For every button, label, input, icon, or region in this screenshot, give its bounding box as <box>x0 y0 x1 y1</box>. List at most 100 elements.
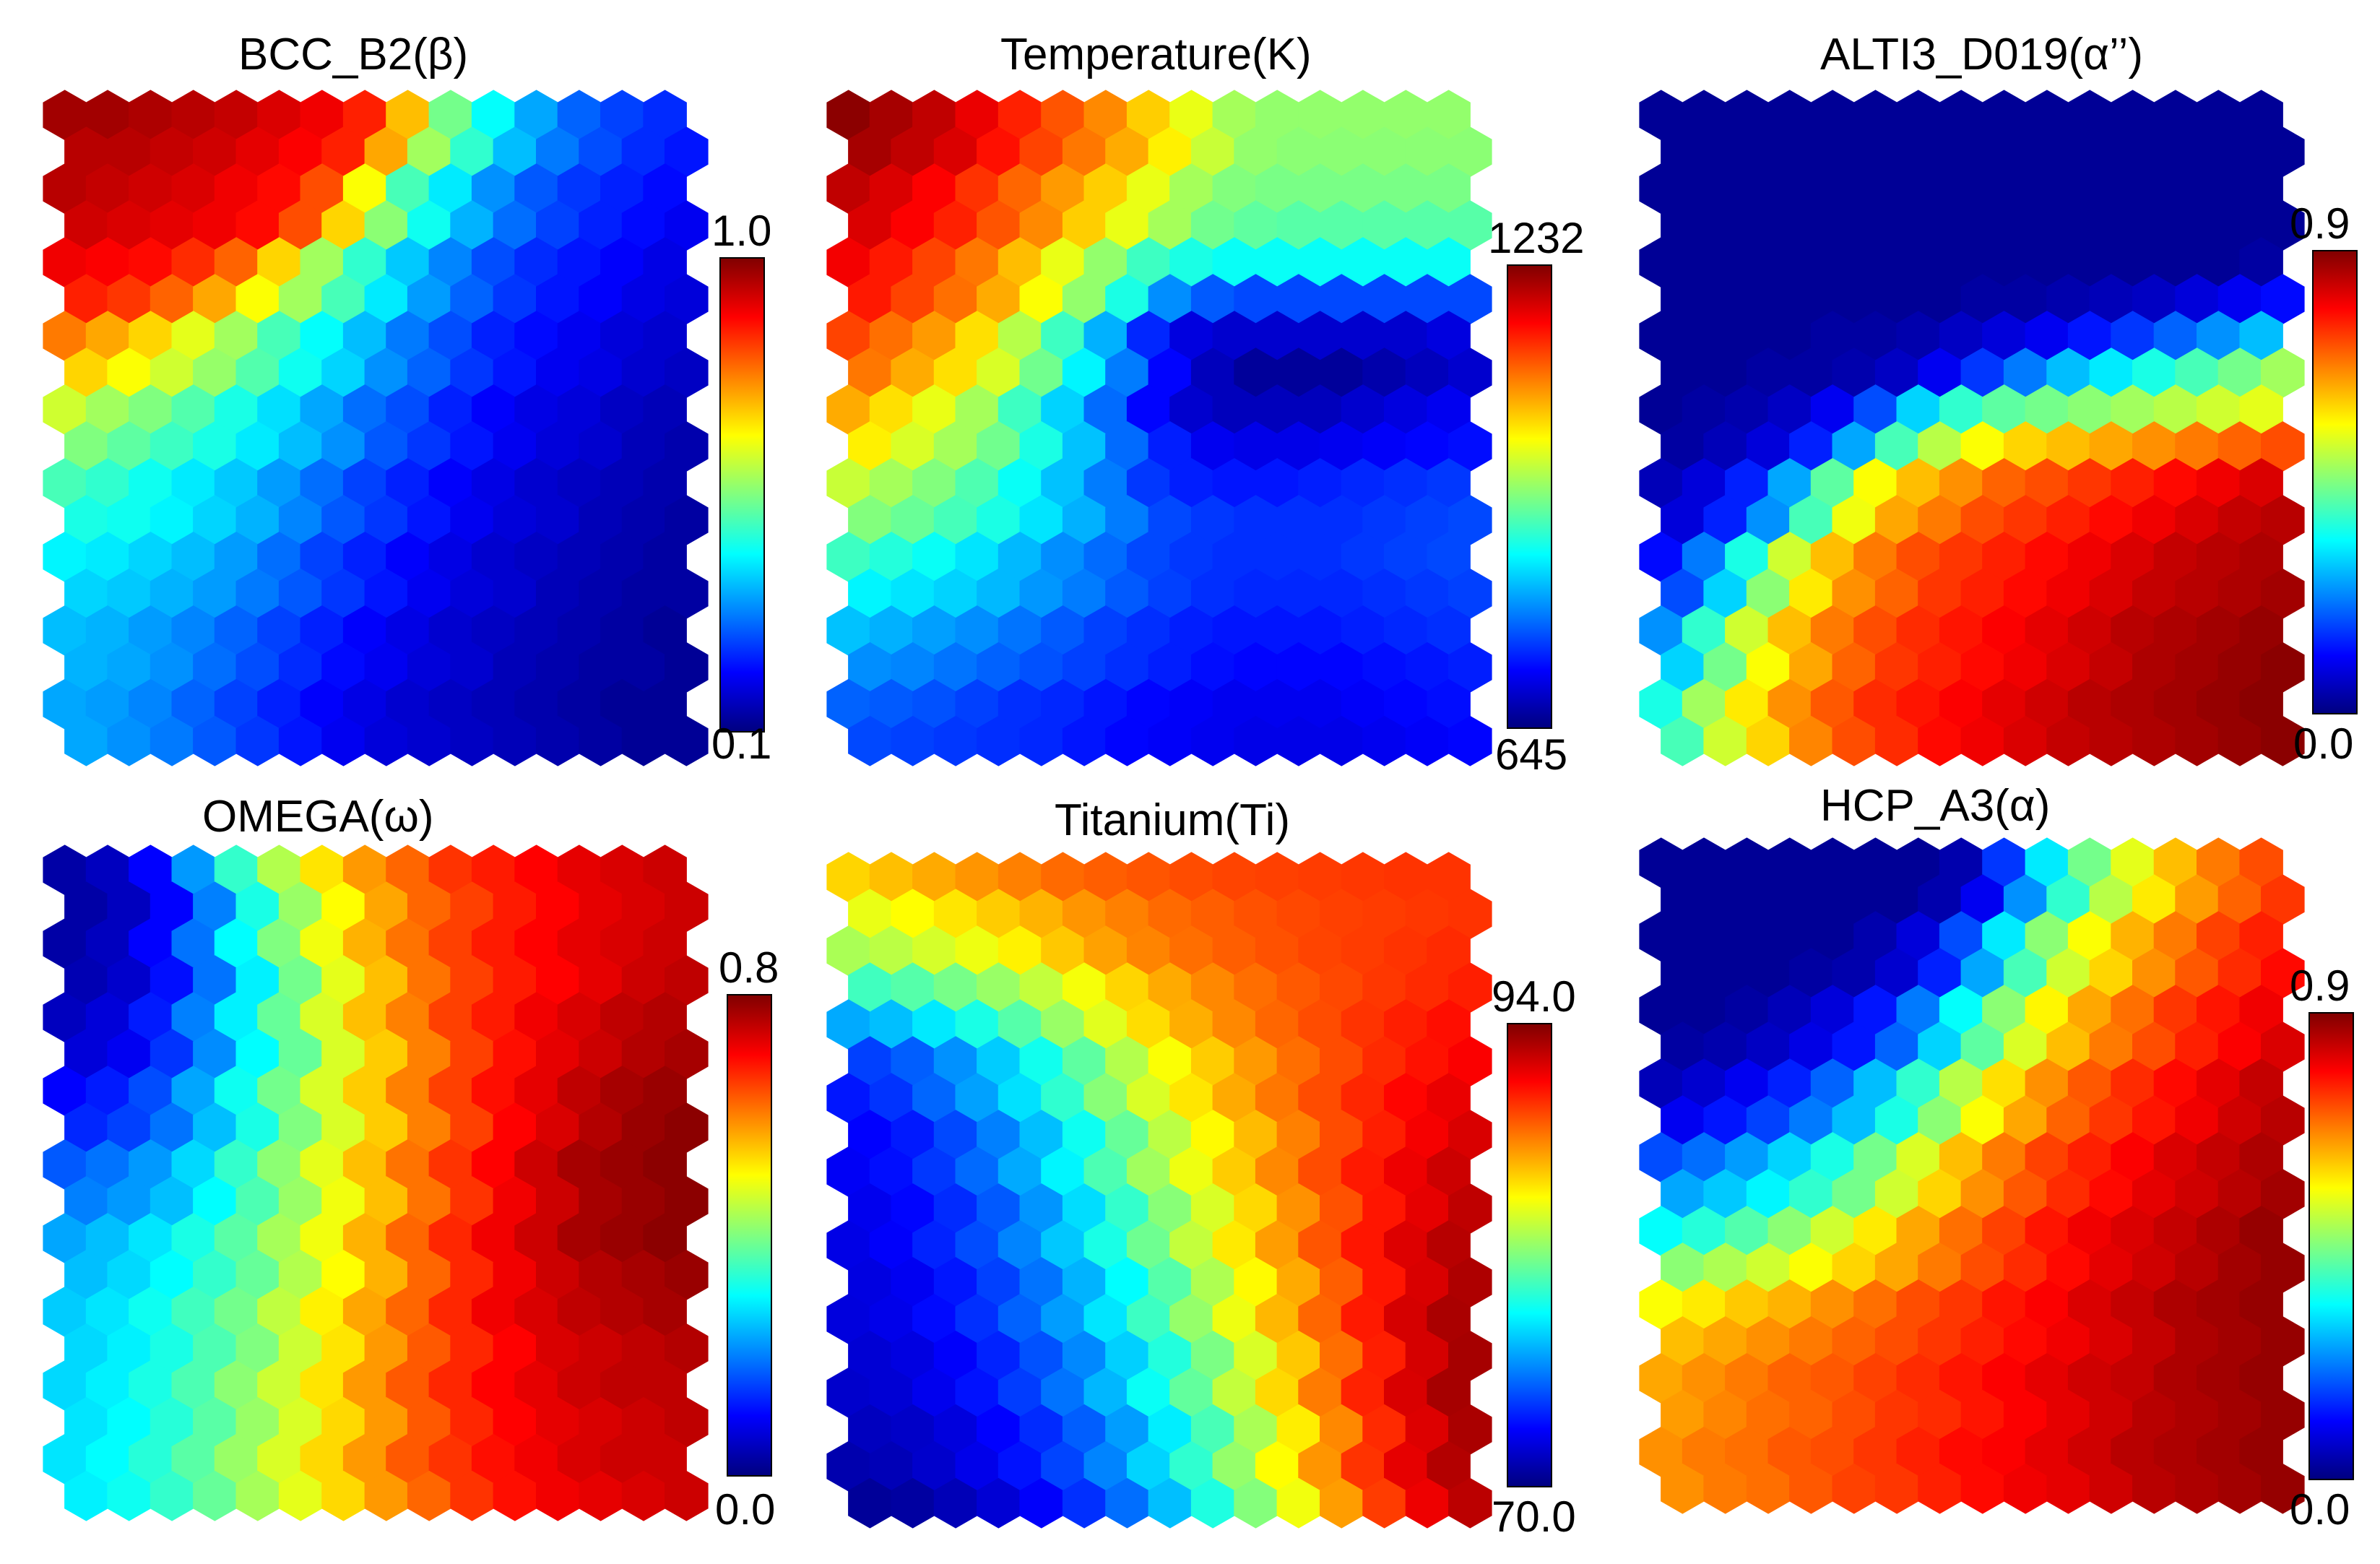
hex-cell <box>342 458 387 509</box>
hex-cell <box>300 605 345 656</box>
hex-cell <box>1789 641 1833 693</box>
chart-title: ALTI3_D019(α’’) <box>1820 30 2144 79</box>
hex-cell <box>2217 1316 2262 1367</box>
hex-cell <box>2175 495 2219 545</box>
hex-cell <box>2217 715 2262 766</box>
hex-cell <box>364 1396 409 1448</box>
hex-cell <box>1276 715 1321 766</box>
hex-cell <box>1276 1331 1321 1381</box>
hex-cell <box>557 384 602 435</box>
hex-cell <box>869 1294 914 1344</box>
hex-cell <box>1126 852 1171 903</box>
hex-cell <box>2197 311 2241 361</box>
hex-cell <box>1320 1183 1364 1234</box>
hex-cell <box>493 126 537 178</box>
hex-cell <box>643 163 687 215</box>
hex-cell <box>2239 90 2283 141</box>
hex-cell <box>171 458 215 509</box>
hex-cell <box>471 1066 516 1116</box>
hex-cell <box>912 532 956 582</box>
hex-cell <box>1126 678 1171 730</box>
hex-cell <box>579 881 623 933</box>
hex-cell <box>1789 1169 1833 1219</box>
hex-cell <box>1853 90 1897 141</box>
hex-cell <box>643 1433 687 1485</box>
hex-cell <box>643 678 687 730</box>
hex-cell <box>1810 1058 1855 1109</box>
hex-cell <box>107 274 151 324</box>
hex-cell <box>955 925 999 977</box>
hex-cell <box>1062 1477 1107 1529</box>
hex-cell <box>471 384 516 435</box>
hex-cell <box>1682 1058 1726 1109</box>
hex-cell <box>1639 458 1683 509</box>
hex-cell <box>278 1323 323 1374</box>
hex-cell <box>2089 421 2134 472</box>
hex-cell <box>1918 126 1962 178</box>
hex-cell <box>214 605 259 656</box>
hex-cell <box>1639 605 1683 656</box>
hex-cell <box>1767 90 1812 141</box>
colorbar-max-label: 0.9 <box>2290 199 2350 248</box>
hex-cell <box>1341 90 1385 141</box>
hex-cell <box>1405 1477 1450 1529</box>
hex-cell <box>1918 347 1962 398</box>
hex-cell <box>471 844 516 896</box>
hex-cell <box>1405 347 1450 398</box>
hex-cell <box>1126 237 1171 288</box>
hex-cell <box>129 844 173 896</box>
hex-cell <box>1725 163 1769 215</box>
hex-cell <box>869 1368 914 1418</box>
hex-cell <box>1190 1404 1235 1455</box>
hex-cell <box>1682 1206 1726 1256</box>
hex-cell <box>471 605 516 656</box>
hex-cell <box>1212 384 1257 435</box>
hex-cell <box>891 1110 935 1160</box>
hex-cell <box>1148 962 1193 1013</box>
hex-cell <box>1341 999 1385 1050</box>
hex-cell <box>1874 1021 1919 1072</box>
hex-cell <box>1169 678 1213 730</box>
hex-cell <box>2217 1389 2262 1440</box>
hex-cell <box>1767 311 1812 361</box>
colorbar-max-label: 0.9 <box>2290 962 2350 1010</box>
hex-cell <box>848 126 892 178</box>
hex-cell <box>150 1029 194 1079</box>
hex-cell <box>1789 874 1833 925</box>
hex-cell <box>1661 1021 1705 1072</box>
hex-cell <box>1276 421 1321 472</box>
hex-cell <box>129 532 173 582</box>
hex-cell <box>2067 1426 2112 1477</box>
hex-cell <box>536 1102 580 1153</box>
hex-cell <box>386 1213 430 1263</box>
hex-cell <box>1083 458 1128 509</box>
hex-cell <box>1062 274 1107 324</box>
hex-cell <box>2025 678 2069 730</box>
hex-cell <box>1810 1426 1855 1477</box>
hex-cell <box>64 1396 108 1448</box>
hex-cell <box>1212 311 1257 361</box>
hex-cell <box>150 881 194 933</box>
hex-cell <box>579 200 623 251</box>
hex-cell <box>1427 852 1471 903</box>
hex-cell <box>1703 1243 1747 1293</box>
hex-cell <box>1789 715 1833 766</box>
hex-cell <box>193 421 237 472</box>
hex-cell <box>235 1176 280 1227</box>
hex-cell <box>579 569 623 619</box>
hex-cell <box>1212 532 1257 582</box>
hex-cell <box>1661 1463 1705 1514</box>
hex-cell <box>1427 1368 1471 1418</box>
hex-cell <box>1148 569 1193 619</box>
hex-cell <box>1746 1389 1791 1440</box>
hex-cell <box>1298 90 1342 141</box>
hex-cell <box>933 421 978 472</box>
hex-cell <box>1853 605 1897 656</box>
hex-cell <box>848 421 892 472</box>
hex-cell <box>1427 532 1471 582</box>
hex-cell <box>912 999 956 1050</box>
hex-cell <box>2261 200 2305 251</box>
hex-cell <box>2089 1389 2134 1440</box>
hex-cell <box>1746 126 1791 178</box>
hex-cell <box>1661 874 1705 925</box>
